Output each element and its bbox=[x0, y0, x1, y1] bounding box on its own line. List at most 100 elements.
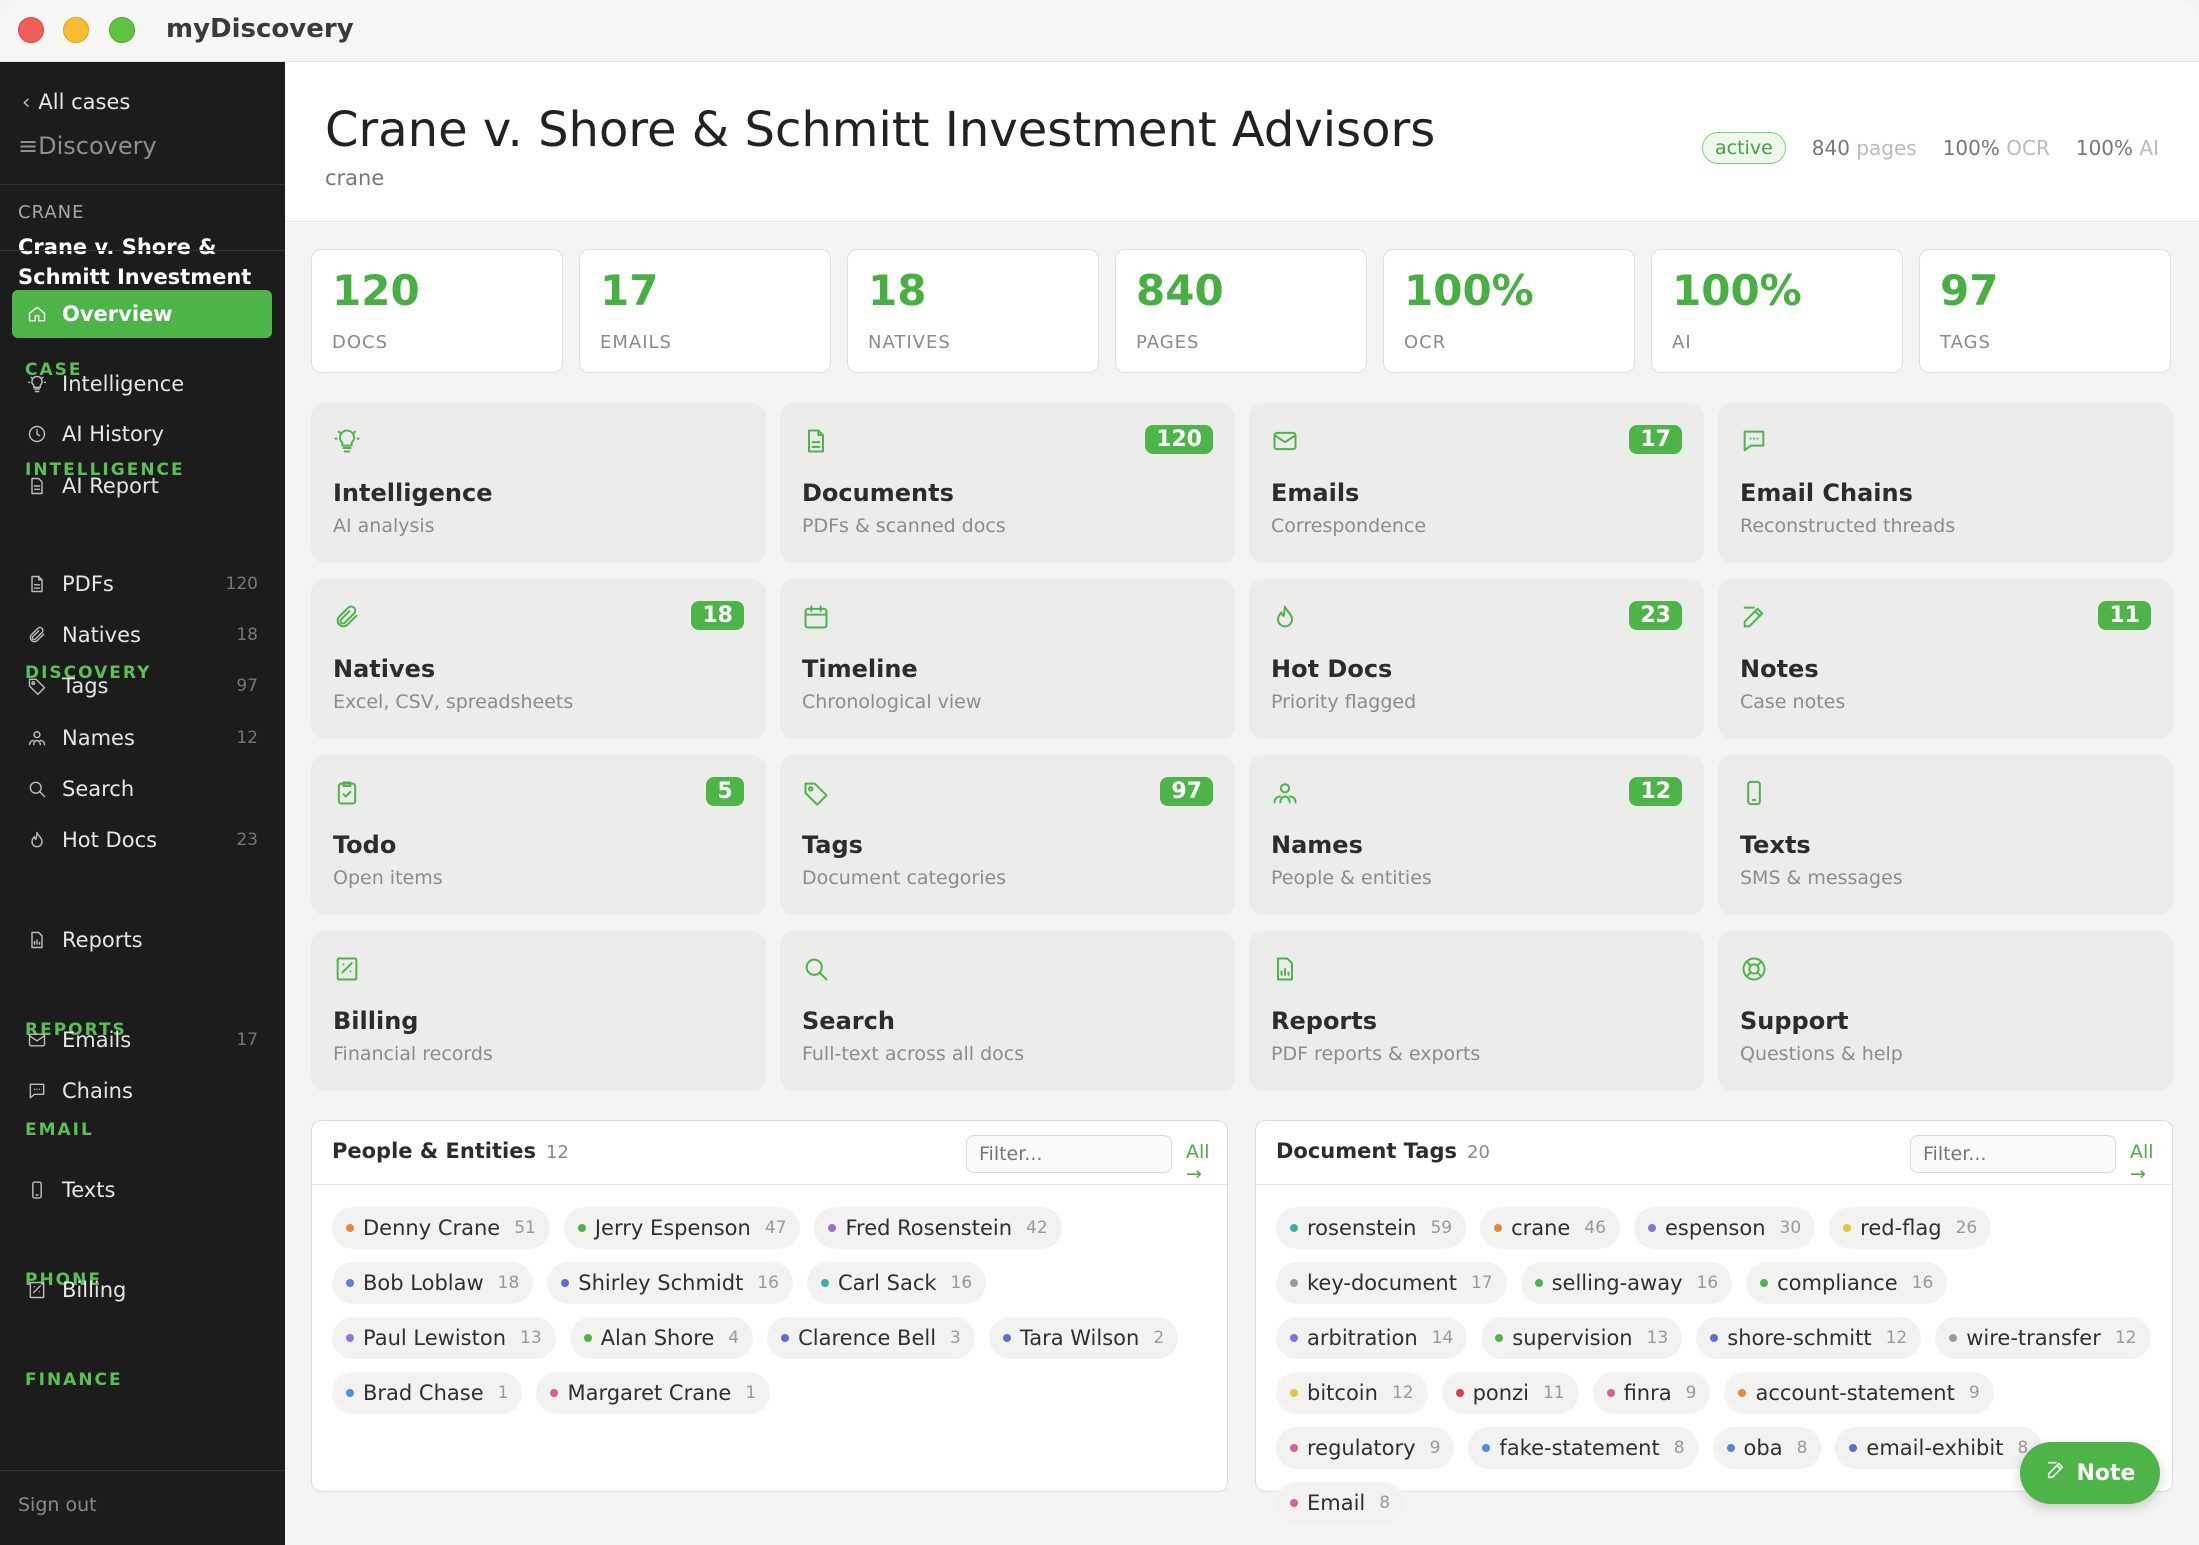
tag-chip-bitcoin[interactable]: bitcoin 12 bbox=[1276, 1372, 1428, 1414]
person-chip-margaret-crane[interactable]: Margaret Crane 1 bbox=[536, 1372, 771, 1414]
tile-email-chains[interactable]: Email Chains Reconstructed threads bbox=[1718, 403, 2173, 563]
color-dot bbox=[1290, 1279, 1298, 1287]
tag-chip-rosenstein[interactable]: rosenstein 59 bbox=[1276, 1207, 1467, 1249]
color-dot bbox=[820, 1279, 829, 1287]
person-chip-denny-crane[interactable]: Denny Crane 51 bbox=[332, 1207, 550, 1249]
person-chip-bob-loblaw[interactable]: Bob Loblaw 18 bbox=[332, 1262, 534, 1304]
tile-natives[interactable]: Natives Excel, CSV, spreadsheets 18 bbox=[311, 579, 766, 739]
person-chip-brad-chase[interactable]: Brad Chase 1 bbox=[332, 1372, 523, 1414]
sidebar-item-label: AI History bbox=[62, 422, 164, 446]
tag-chip-email-exhibit[interactable]: email-exhibit 8 bbox=[1835, 1427, 2043, 1469]
tag-chip-crane[interactable]: crane 46 bbox=[1480, 1207, 1620, 1249]
sign-out-link[interactable]: Sign out bbox=[18, 1494, 97, 1516]
person-chip-alan-shore[interactable]: Alan Shore 4 bbox=[569, 1317, 754, 1359]
chip-count: 12 bbox=[1885, 1328, 1908, 1348]
tag-chip-selling-away[interactable]: selling-away 16 bbox=[1520, 1262, 1733, 1304]
tile-timeline[interactable]: Timeline Chronological view bbox=[780, 579, 1235, 739]
tag-chip-regulatory[interactable]: regulatory 9 bbox=[1276, 1427, 1455, 1469]
tile-search[interactable]: Search Full-text across all docs bbox=[780, 931, 1235, 1091]
sidebar-item-tags[interactable]: Tags 97 bbox=[12, 662, 272, 710]
tile-reports[interactable]: Reports PDF reports & exports bbox=[1249, 931, 1704, 1091]
tile-subtitle: Open items bbox=[333, 867, 443, 889]
sidebar-item-count: 120 bbox=[225, 574, 258, 594]
tag-chip-compliance[interactable]: compliance 16 bbox=[1746, 1262, 1948, 1304]
title-bar: myDiscovery bbox=[0, 0, 2199, 62]
stat-label: EMAILS bbox=[600, 332, 672, 353]
sidebar-item-billing[interactable]: Billing bbox=[12, 1266, 272, 1314]
chip-label: Bob Loblaw bbox=[363, 1271, 484, 1295]
tag-chip-email[interactable]: Email 8 bbox=[1276, 1482, 1405, 1524]
person-chip-shirley-schmidt[interactable]: Shirley Schmidt 16 bbox=[547, 1262, 793, 1304]
tile-title: Emails bbox=[1271, 479, 1360, 507]
color-dot bbox=[1290, 1444, 1298, 1452]
person-chip-carl-sack[interactable]: Carl Sack 16 bbox=[806, 1262, 987, 1304]
color-dot bbox=[1290, 1389, 1298, 1397]
tile-texts[interactable]: Texts SMS & messages bbox=[1718, 755, 2173, 915]
tag-chip-fake-statement[interactable]: fake-statement 8 bbox=[1468, 1427, 1699, 1469]
person-chip-fred-rosenstein[interactable]: Fred Rosenstein 42 bbox=[814, 1207, 1062, 1249]
chip-count: 14 bbox=[1431, 1328, 1454, 1348]
sidebar-item-ai-history[interactable]: AI History bbox=[12, 410, 272, 458]
people-all-link[interactable]: All → bbox=[1186, 1141, 1210, 1185]
person-chip-jerry-espenson[interactable]: Jerry Espenson 47 bbox=[563, 1207, 801, 1249]
tile-tags[interactable]: Tags Document categories 97 bbox=[780, 755, 1235, 915]
tile-emails[interactable]: Emails Correspondence 17 bbox=[1249, 403, 1704, 563]
panel-title: People & Entities 12 bbox=[332, 1139, 569, 1163]
sidebar-item-natives[interactable]: Natives 18 bbox=[12, 611, 272, 659]
person-chip-clarence-bell[interactable]: Clarence Bell 3 bbox=[767, 1317, 975, 1359]
zoom-window-button[interactable] bbox=[109, 17, 135, 43]
tag-chip-account-statement[interactable]: account-statement 9 bbox=[1724, 1372, 1994, 1414]
tag-chip-arbitration[interactable]: arbitration 14 bbox=[1276, 1317, 1468, 1359]
tags-all-link[interactable]: All → bbox=[2130, 1141, 2154, 1185]
tile-hot-docs[interactable]: Hot Docs Priority flagged 23 bbox=[1249, 579, 1704, 739]
sidebar-item-chains[interactable]: Chains bbox=[12, 1067, 272, 1115]
chip-count: 9 bbox=[1968, 1383, 1980, 1403]
chip-count: 47 bbox=[764, 1218, 787, 1238]
add-note-button[interactable]: Note bbox=[2020, 1442, 2160, 1504]
back-to-cases-link[interactable]: ‹ All cases bbox=[22, 90, 131, 114]
sidebar-item-ai-report[interactable]: AI Report bbox=[12, 462, 272, 510]
tag-chip-finra[interactable]: finra 9 bbox=[1592, 1372, 1711, 1414]
chip-label: compliance bbox=[1777, 1271, 1898, 1295]
sidebar-item-texts[interactable]: Texts bbox=[12, 1166, 272, 1214]
sidebar-item-overview[interactable]: Overview bbox=[12, 290, 272, 338]
sidebar-item-pdfs[interactable]: PDFs 120 bbox=[12, 560, 272, 608]
sidebar-item-reports[interactable]: Reports bbox=[12, 916, 272, 964]
tags-filter-input[interactable] bbox=[1910, 1135, 2116, 1173]
tag-chip-wire-transfer[interactable]: wire-transfer 12 bbox=[1935, 1317, 2151, 1359]
color-dot bbox=[1494, 1224, 1503, 1232]
chip-label: shore-schmitt bbox=[1727, 1326, 1872, 1350]
tile-documents[interactable]: Documents PDFs & scanned docs 120 bbox=[780, 403, 1235, 563]
chip-count: 13 bbox=[1646, 1328, 1669, 1348]
tag-chip-espenson[interactable]: espenson 30 bbox=[1634, 1207, 1816, 1249]
sidebar-section-discovery: DISCOVERY bbox=[25, 663, 152, 683]
close-window-button[interactable] bbox=[18, 17, 44, 43]
tile-todo[interactable]: Todo Open items 5 bbox=[311, 755, 766, 915]
person-chip-paul-lewiston[interactable]: Paul Lewiston 13 bbox=[332, 1317, 556, 1359]
tag-chip-red-flag[interactable]: red-flag 26 bbox=[1829, 1207, 1992, 1249]
color-dot bbox=[346, 1224, 354, 1232]
stat-label: TAGS bbox=[1940, 332, 1991, 353]
sidebar-item-search[interactable]: Search bbox=[12, 765, 272, 813]
sidebar-item-intelligence[interactable]: Intelligence bbox=[12, 360, 272, 408]
sidebar-item-names[interactable]: Names 12 bbox=[12, 714, 272, 762]
tag-chip-shore-schmitt[interactable]: shore-schmitt 12 bbox=[1696, 1317, 1922, 1359]
chip-count: 4 bbox=[728, 1328, 740, 1348]
tile-names[interactable]: Names People & entities 12 bbox=[1249, 755, 1704, 915]
tile-intelligence[interactable]: Intelligence AI analysis bbox=[311, 403, 766, 563]
tag-chip-key-document[interactable]: key-document 17 bbox=[1276, 1262, 1507, 1304]
paperclip-icon bbox=[26, 624, 48, 646]
tag-chip-supervision[interactable]: supervision 13 bbox=[1481, 1317, 1683, 1359]
people-filter-input[interactable] bbox=[966, 1135, 1172, 1173]
tile-support[interactable]: Support Questions & help bbox=[1718, 931, 2173, 1091]
tile-notes[interactable]: Notes Case notes 11 bbox=[1718, 579, 2173, 739]
person-chip-tara-wilson[interactable]: Tara Wilson 2 bbox=[988, 1317, 1179, 1359]
minimize-window-button[interactable] bbox=[63, 17, 89, 43]
tile-billing[interactable]: Billing Financial records bbox=[311, 931, 766, 1091]
chip-count: 9 bbox=[1685, 1383, 1697, 1403]
tag-chip-oba[interactable]: oba 8 bbox=[1712, 1427, 1822, 1469]
sidebar-item-emails[interactable]: Emails 17 bbox=[12, 1016, 272, 1064]
phone-icon bbox=[1740, 779, 1770, 809]
tag-chip-ponzi[interactable]: ponzi 11 bbox=[1441, 1372, 1579, 1414]
sidebar-item-hot-docs[interactable]: Hot Docs 23 bbox=[12, 816, 272, 864]
